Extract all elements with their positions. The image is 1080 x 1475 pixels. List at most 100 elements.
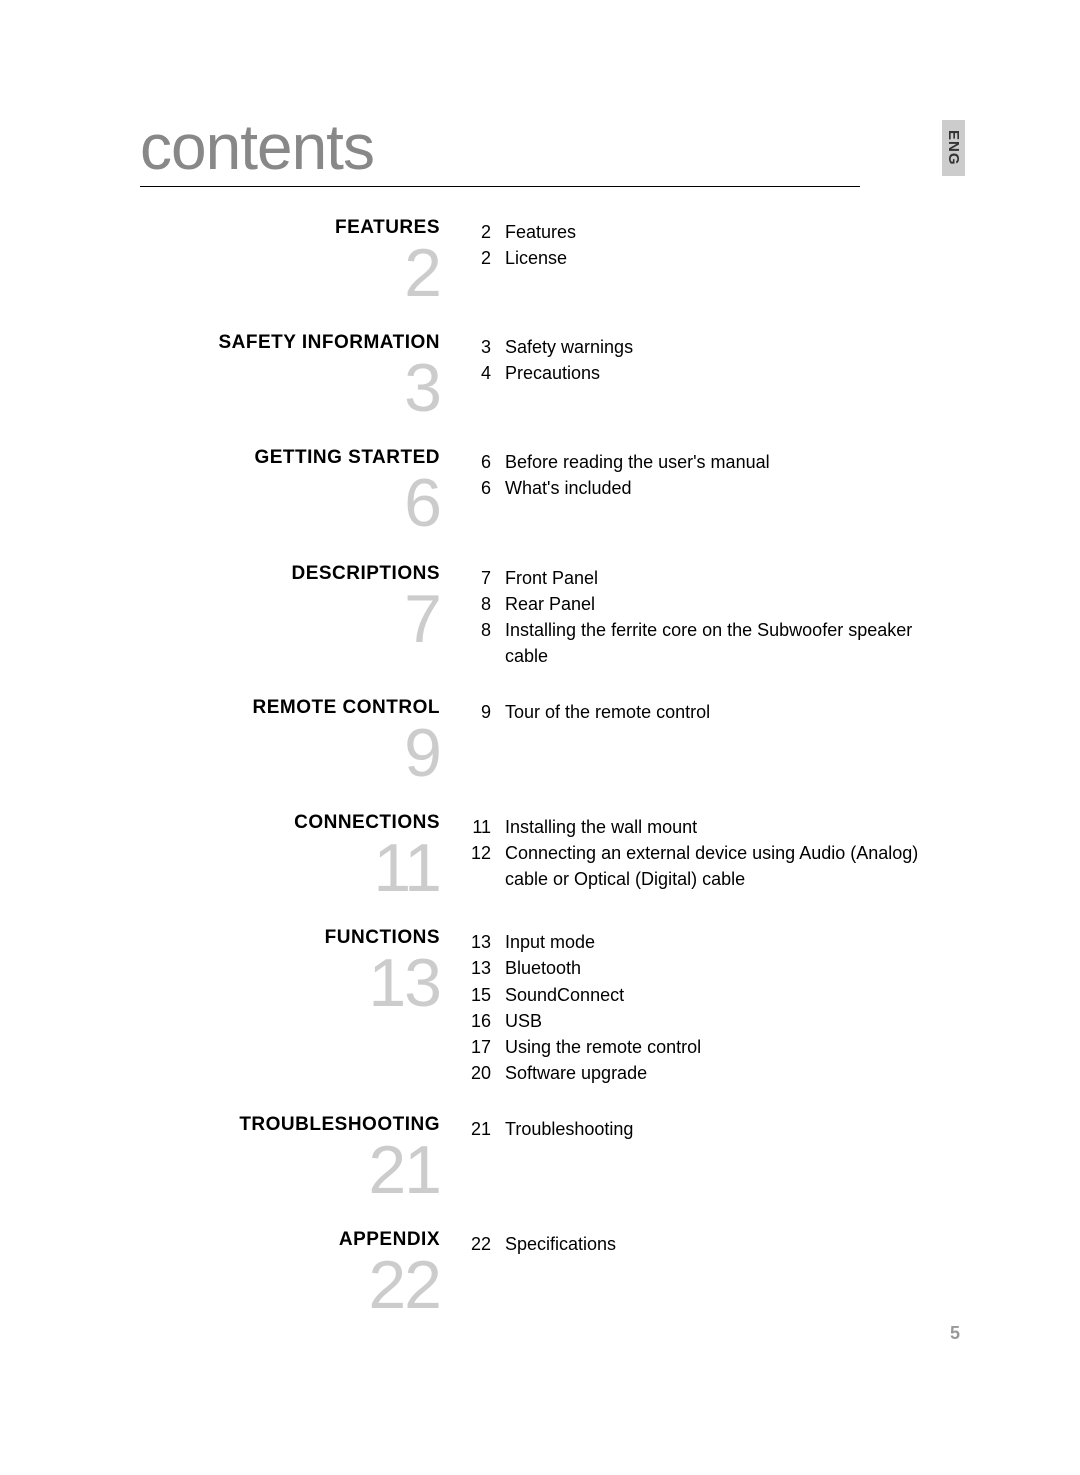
toc-item: 6What's included [470, 475, 960, 501]
section-header: DESCRIPTIONS 7 [140, 563, 470, 650]
section-number: 3 [140, 358, 440, 419]
section-items: 22Specifications [470, 1229, 960, 1257]
item-text: Specifications [505, 1231, 960, 1257]
item-page: 11 [470, 814, 505, 840]
toc-item: 16USB [470, 1008, 960, 1034]
toc-section: REMOTE CONTROL 9 9Tour of the remote con… [140, 697, 960, 784]
item-page: 3 [470, 334, 505, 360]
toc-item: 20Software upgrade [470, 1060, 960, 1086]
section-items: 7Front Panel 8Rear Panel 8Installing the… [470, 563, 960, 669]
toc-item: 12Connecting an external device using Au… [470, 840, 960, 892]
section-items: 13Input mode 13Bluetooth 15SoundConnect … [470, 927, 960, 1086]
page-title: contents [140, 110, 860, 187]
section-header: REMOTE CONTROL 9 [140, 697, 470, 784]
item-text: Troubleshooting [505, 1116, 960, 1142]
item-page: 13 [470, 929, 505, 955]
section-number: 13 [140, 953, 440, 1014]
section-number: 7 [140, 589, 440, 650]
toc-item: 8Rear Panel [470, 591, 960, 617]
toc-item: 3Safety warnings [470, 334, 960, 360]
item-text: Features [505, 219, 960, 245]
page-container: ENG contents FEATURES 2 2Features 2Licen… [0, 0, 1080, 1404]
toc-item: 22Specifications [470, 1231, 960, 1257]
item-page: 8 [470, 617, 505, 669]
toc-item: 2Features [470, 219, 960, 245]
toc-item: 8Installing the ferrite core on the Subw… [470, 617, 960, 669]
item-page: 12 [470, 840, 505, 892]
toc-item: 4Precautions [470, 360, 960, 386]
item-text: Using the remote control [505, 1034, 960, 1060]
toc-section: SAFETY INFORMATION 3 3Safety warnings 4P… [140, 332, 960, 419]
toc-section: CONNECTIONS 11 11Installing the wall mou… [140, 812, 960, 899]
section-number: 9 [140, 723, 440, 784]
item-page: 20 [470, 1060, 505, 1086]
item-text: Bluetooth [505, 955, 960, 981]
toc-item: 9Tour of the remote control [470, 699, 960, 725]
section-header: APPENDIX 22 [140, 1229, 470, 1316]
item-page: 13 [470, 955, 505, 981]
item-text: Input mode [505, 929, 960, 955]
section-items: 11Installing the wall mount 12Connecting… [470, 812, 960, 892]
section-title: SAFETY INFORMATION [140, 332, 440, 354]
section-number: 22 [140, 1255, 440, 1316]
section-header: FEATURES 2 [140, 217, 470, 304]
item-text: Rear Panel [505, 591, 960, 617]
section-title: GETTING STARTED [140, 447, 440, 469]
item-text: Before reading the user's manual [505, 449, 960, 475]
section-number: 2 [140, 243, 440, 304]
toc-item: 13Input mode [470, 929, 960, 955]
toc-section: TROUBLESHOOTING 21 21Troubleshooting [140, 1114, 960, 1201]
item-page: 6 [470, 475, 505, 501]
toc-section: GETTING STARTED 6 6Before reading the us… [140, 447, 960, 534]
table-of-contents: FEATURES 2 2Features 2License SAFETY INF… [140, 217, 960, 1344]
section-number: 21 [140, 1140, 440, 1201]
section-header: SAFETY INFORMATION 3 [140, 332, 470, 419]
item-text: SoundConnect [505, 982, 960, 1008]
toc-item: 21Troubleshooting [470, 1116, 960, 1142]
section-items: 2Features 2License [470, 217, 960, 271]
item-text: Tour of the remote control [505, 699, 960, 725]
toc-section: FEATURES 2 2Features 2License [140, 217, 960, 304]
section-items: 21Troubleshooting [470, 1114, 960, 1142]
section-title: DESCRIPTIONS [140, 563, 440, 585]
section-number: 11 [140, 838, 440, 899]
section-title: FEATURES [140, 217, 440, 239]
item-page: 4 [470, 360, 505, 386]
toc-item: 11Installing the wall mount [470, 814, 960, 840]
item-page: 2 [470, 245, 505, 271]
toc-item: 7Front Panel [470, 565, 960, 591]
language-tab: ENG [942, 120, 965, 176]
toc-item: 15SoundConnect [470, 982, 960, 1008]
item-page: 17 [470, 1034, 505, 1060]
item-text: Front Panel [505, 565, 960, 591]
toc-item: 17Using the remote control [470, 1034, 960, 1060]
item-text: Installing the wall mount [505, 814, 960, 840]
item-page: 21 [470, 1116, 505, 1142]
item-text: Connecting an external device using Audi… [505, 840, 960, 892]
section-items: 6Before reading the user's manual 6What'… [470, 447, 960, 501]
item-page: 7 [470, 565, 505, 591]
item-page: 9 [470, 699, 505, 725]
toc-item: 6Before reading the user's manual [470, 449, 960, 475]
item-text: Software upgrade [505, 1060, 960, 1086]
section-header: TROUBLESHOOTING 21 [140, 1114, 470, 1201]
item-text: Installing the ferrite core on the Subwo… [505, 617, 960, 669]
section-items: 9Tour of the remote control [470, 697, 960, 725]
section-items: 3Safety warnings 4Precautions [470, 332, 960, 386]
page-number: 5 [950, 1323, 960, 1344]
section-header: FUNCTIONS 13 [140, 927, 470, 1014]
section-header: CONNECTIONS 11 [140, 812, 470, 899]
toc-item: 2License [470, 245, 960, 271]
item-page: 16 [470, 1008, 505, 1034]
section-title: REMOTE CONTROL [140, 697, 440, 719]
toc-item: 13Bluetooth [470, 955, 960, 981]
toc-section: APPENDIX 22 22Specifications [140, 1229, 960, 1316]
item-text: What's included [505, 475, 960, 501]
item-page: 6 [470, 449, 505, 475]
item-text: Safety warnings [505, 334, 960, 360]
item-text: USB [505, 1008, 960, 1034]
item-page: 2 [470, 219, 505, 245]
item-text: Precautions [505, 360, 960, 386]
item-page: 22 [470, 1231, 505, 1257]
item-page: 8 [470, 591, 505, 617]
